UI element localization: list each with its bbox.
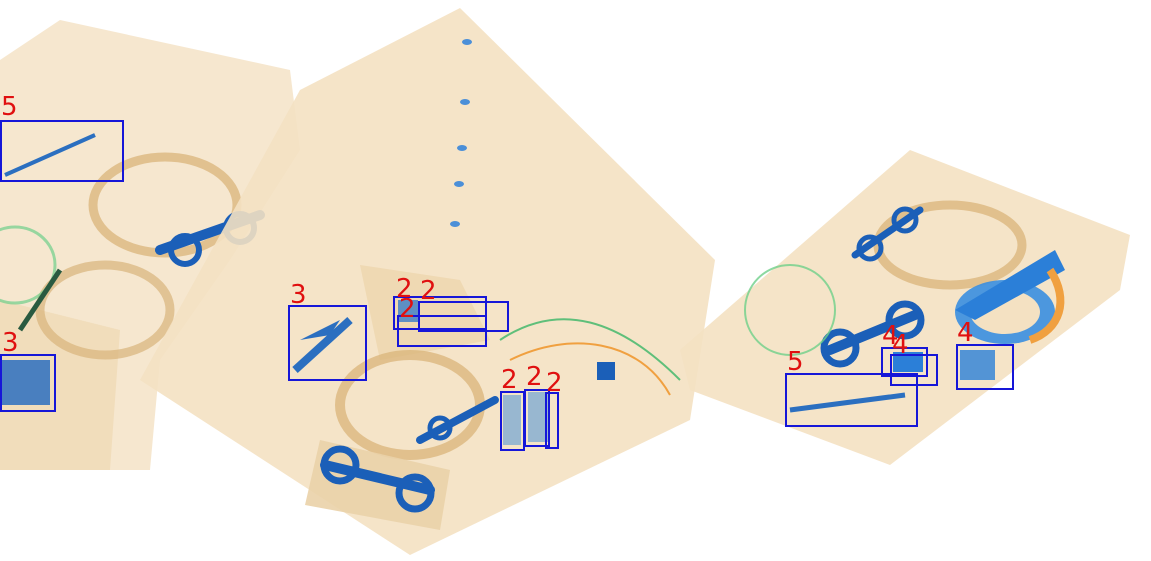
detection-label: 2 — [399, 294, 416, 324]
detection-box — [0, 354, 56, 412]
detection-label: 2 — [546, 368, 563, 398]
detection-label: 2 — [501, 365, 518, 395]
right-tray — [680, 150, 1130, 465]
detection-box — [524, 389, 550, 447]
detection-box — [0, 120, 124, 182]
detection-box — [545, 392, 559, 449]
detection-label: 2 — [396, 274, 413, 304]
detection-label: 4 — [882, 321, 899, 351]
detection-box — [881, 347, 928, 377]
detection-box — [288, 305, 367, 381]
detection-box — [397, 315, 487, 347]
left-tray — [0, 20, 300, 470]
detection-box — [890, 354, 938, 386]
detection-box — [500, 391, 525, 451]
detection-box — [393, 296, 487, 330]
detection-label: 5 — [1, 92, 18, 122]
detection-label: 4 — [957, 318, 974, 348]
detection-label: 2 — [526, 362, 543, 392]
middle-tray — [140, 8, 715, 555]
detection-box — [956, 344, 1014, 390]
detection-label: 4 — [892, 330, 909, 360]
detection-label: 3 — [2, 328, 19, 358]
detection-label: 3 — [290, 280, 307, 310]
detection-box — [785, 373, 918, 427]
detection-label: 2 — [420, 276, 437, 306]
detection-label: 5 — [787, 347, 804, 377]
